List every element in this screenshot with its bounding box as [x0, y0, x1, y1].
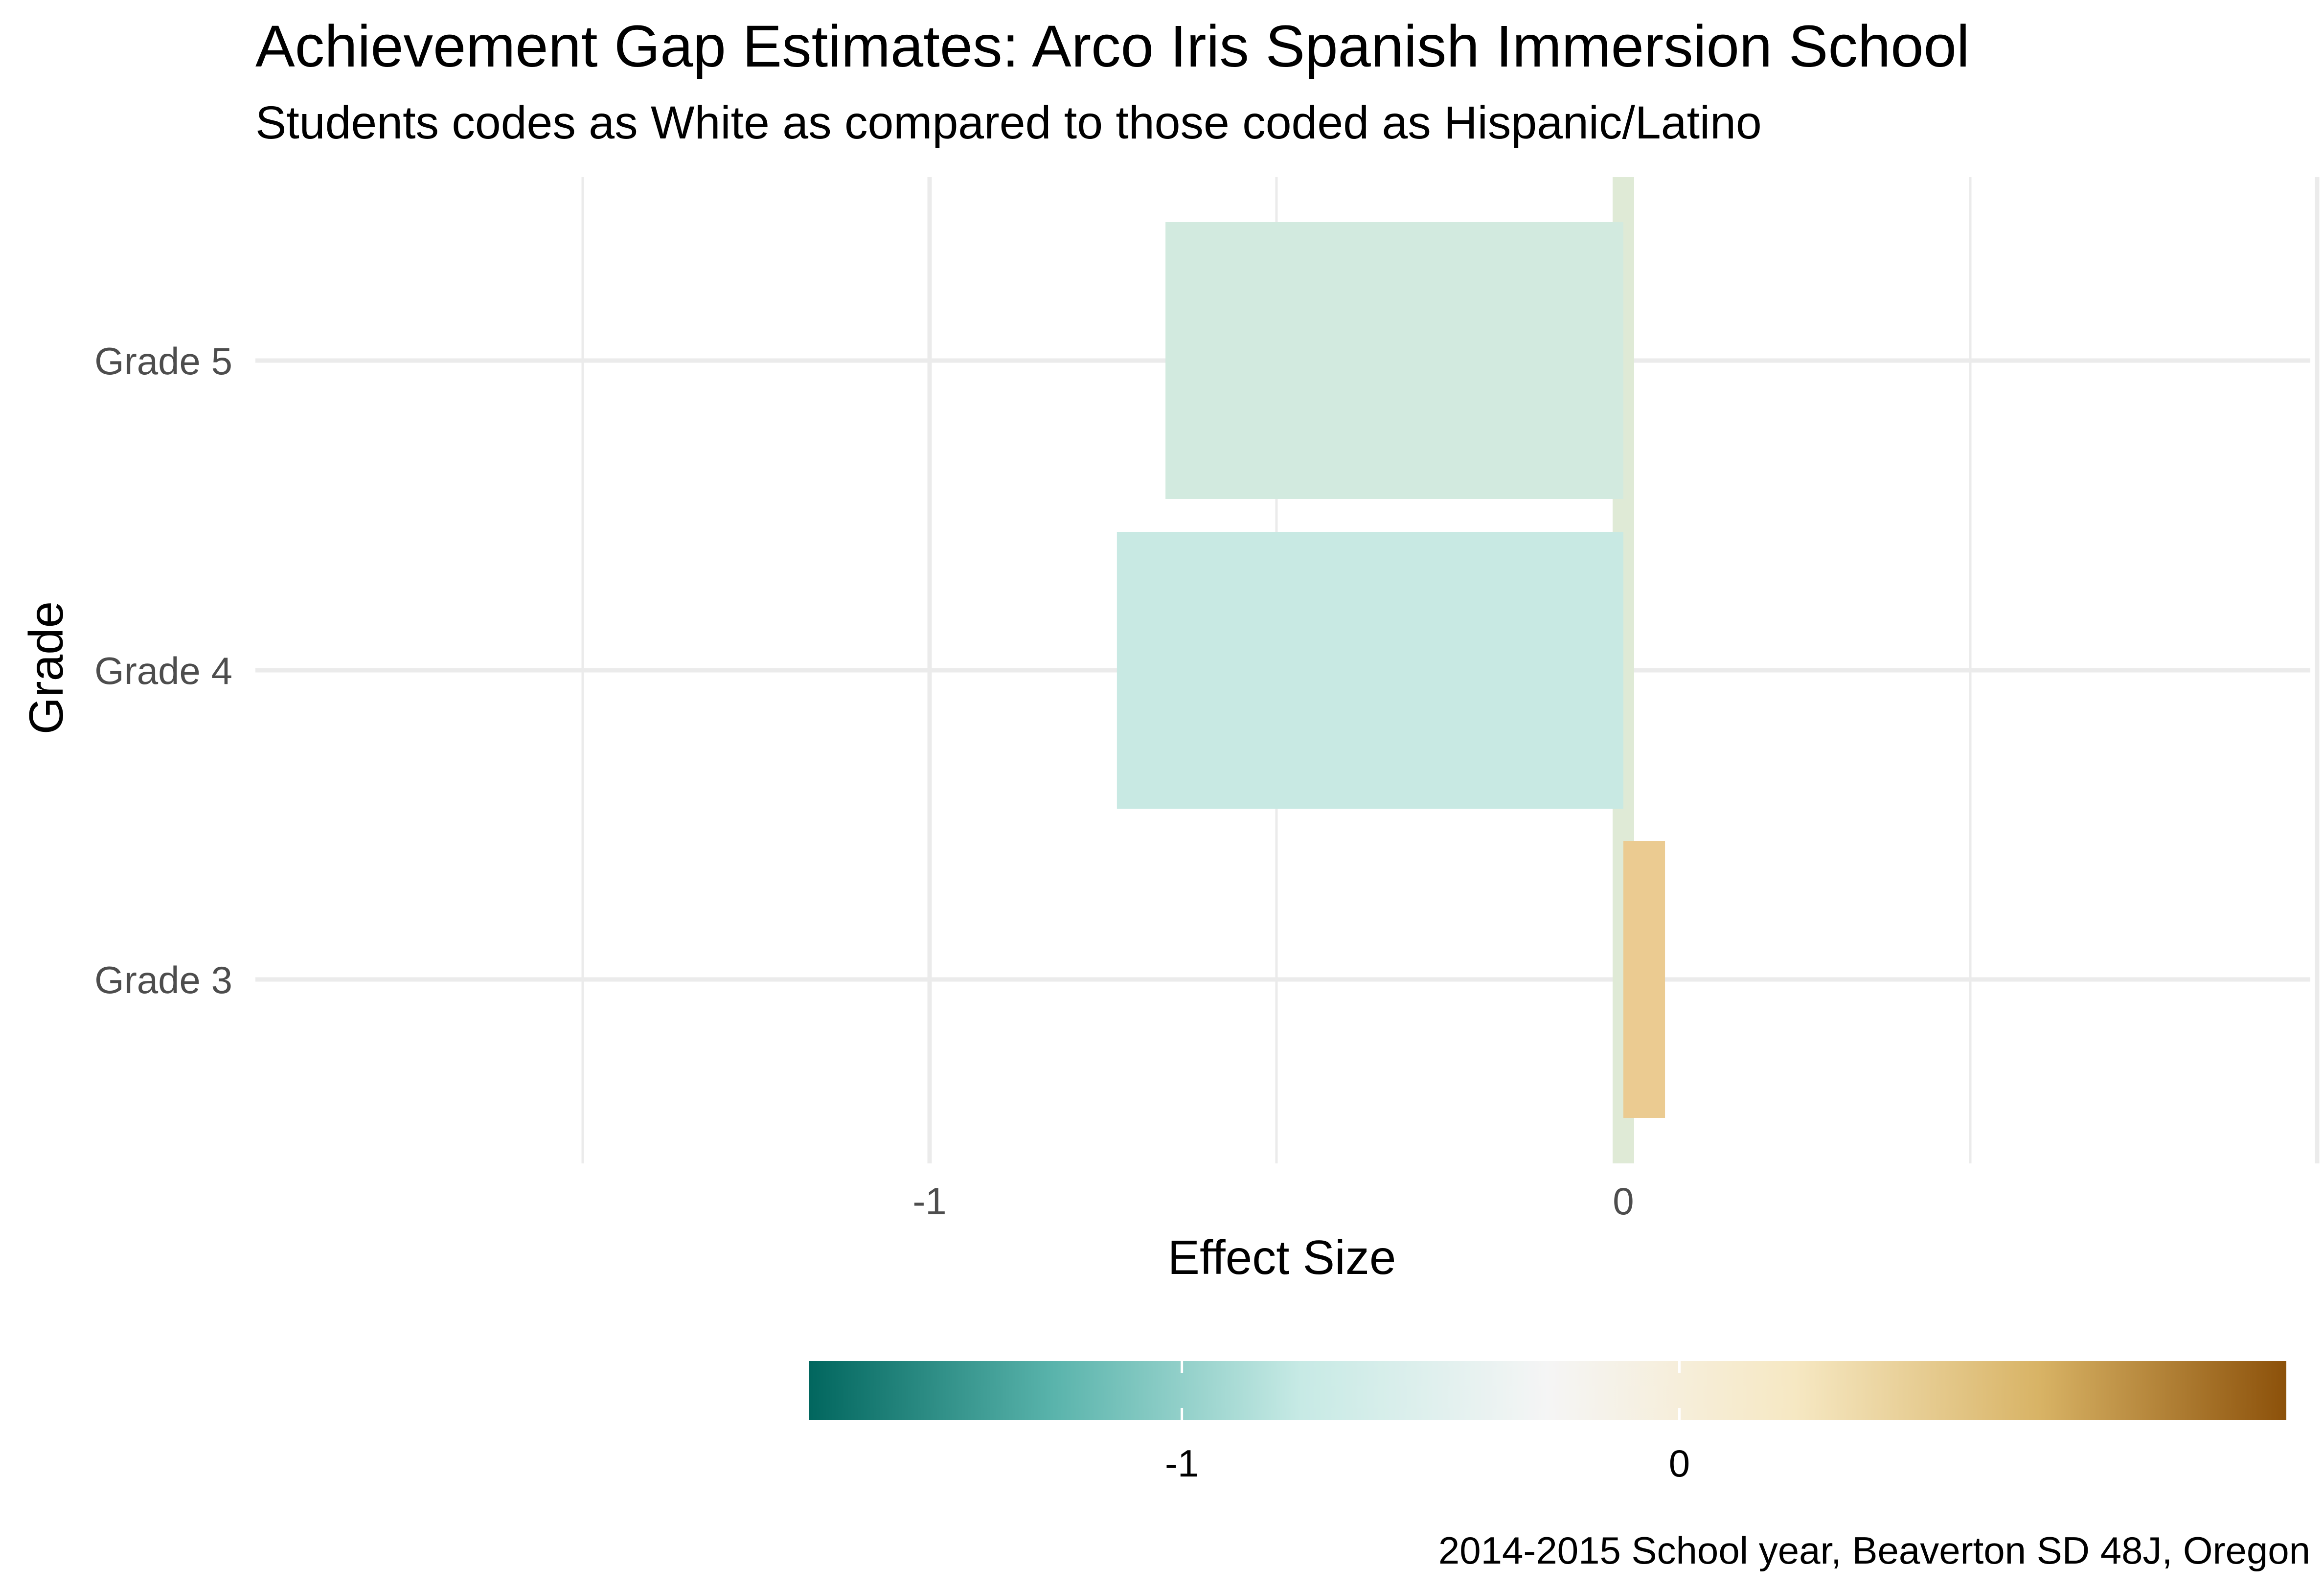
chart-title: Achievement Gap Estimates: Arco Iris Spa… — [255, 13, 1970, 79]
chart-subtitle: Students codes as White as compared to t… — [255, 97, 1762, 149]
colorbar-legend: -1 0 — [809, 1361, 2286, 1485]
y-tick-label: Grade 4 — [94, 649, 232, 692]
y-axis-ticks: Grade 3 Grade 4 Grade 5 — [94, 340, 232, 1001]
colorbar-tick-label: 0 — [1669, 1442, 1690, 1485]
x-axis-ticks: -1 0 — [912, 1180, 1634, 1223]
x-tick-label: 0 — [1613, 1180, 1634, 1223]
bars — [1116, 222, 1665, 1118]
chart-caption: 2014-2015 School year, Beaverton SD 48J,… — [1438, 1529, 2310, 1572]
bar-grade-5 — [1165, 222, 1623, 499]
x-tick-label: -1 — [912, 1180, 946, 1223]
y-tick-label: Grade 3 — [94, 958, 232, 1001]
y-tick-label: Grade 5 — [94, 340, 232, 383]
bar-grade-3 — [1623, 841, 1665, 1118]
bar-grade-4 — [1116, 532, 1623, 809]
x-axis-title: Effect Size — [1168, 1230, 1396, 1284]
y-axis-title: Grade — [19, 601, 73, 734]
colorbar — [809, 1361, 2286, 1420]
colorbar-tick-label: -1 — [1165, 1442, 1199, 1485]
